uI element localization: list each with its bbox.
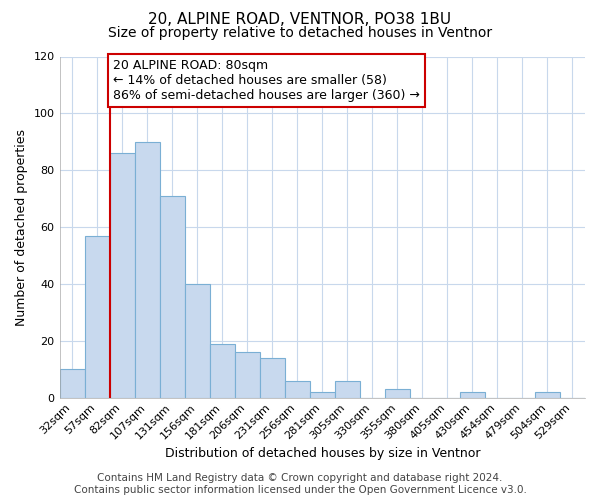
Bar (85, 236, 110, 398)
Bar (285, 380, 310, 398)
Text: 20 ALPINE ROAD: 80sqm
← 14% of detached houses are smaller (58)
86% of semi-deta: 20 ALPINE ROAD: 80sqm ← 14% of detached … (113, 60, 420, 102)
Y-axis label: Number of detached properties: Number of detached properties (15, 128, 28, 326)
Text: Size of property relative to detached houses in Ventnor: Size of property relative to detached ho… (108, 26, 492, 40)
Text: Contains HM Land Registry data © Crown copyright and database right 2024.
Contai: Contains HM Land Registry data © Crown c… (74, 474, 526, 495)
Bar (134, 142, 160, 398)
Bar (185, 284, 209, 398)
Bar (160, 196, 185, 398)
Bar (335, 380, 360, 398)
Text: 20, ALPINE ROAD, VENTNOR, PO38 1BU: 20, ALPINE ROAD, VENTNOR, PO38 1BU (148, 12, 452, 28)
X-axis label: Distribution of detached houses by size in Ventnor: Distribution of detached houses by size … (164, 447, 480, 460)
Bar (385, 389, 410, 398)
Bar (209, 344, 235, 398)
Bar (535, 392, 560, 398)
Bar (310, 392, 335, 398)
Bar (110, 153, 134, 398)
Bar (260, 358, 285, 398)
Bar (59, 369, 85, 398)
Bar (235, 352, 260, 398)
Bar (460, 392, 485, 398)
